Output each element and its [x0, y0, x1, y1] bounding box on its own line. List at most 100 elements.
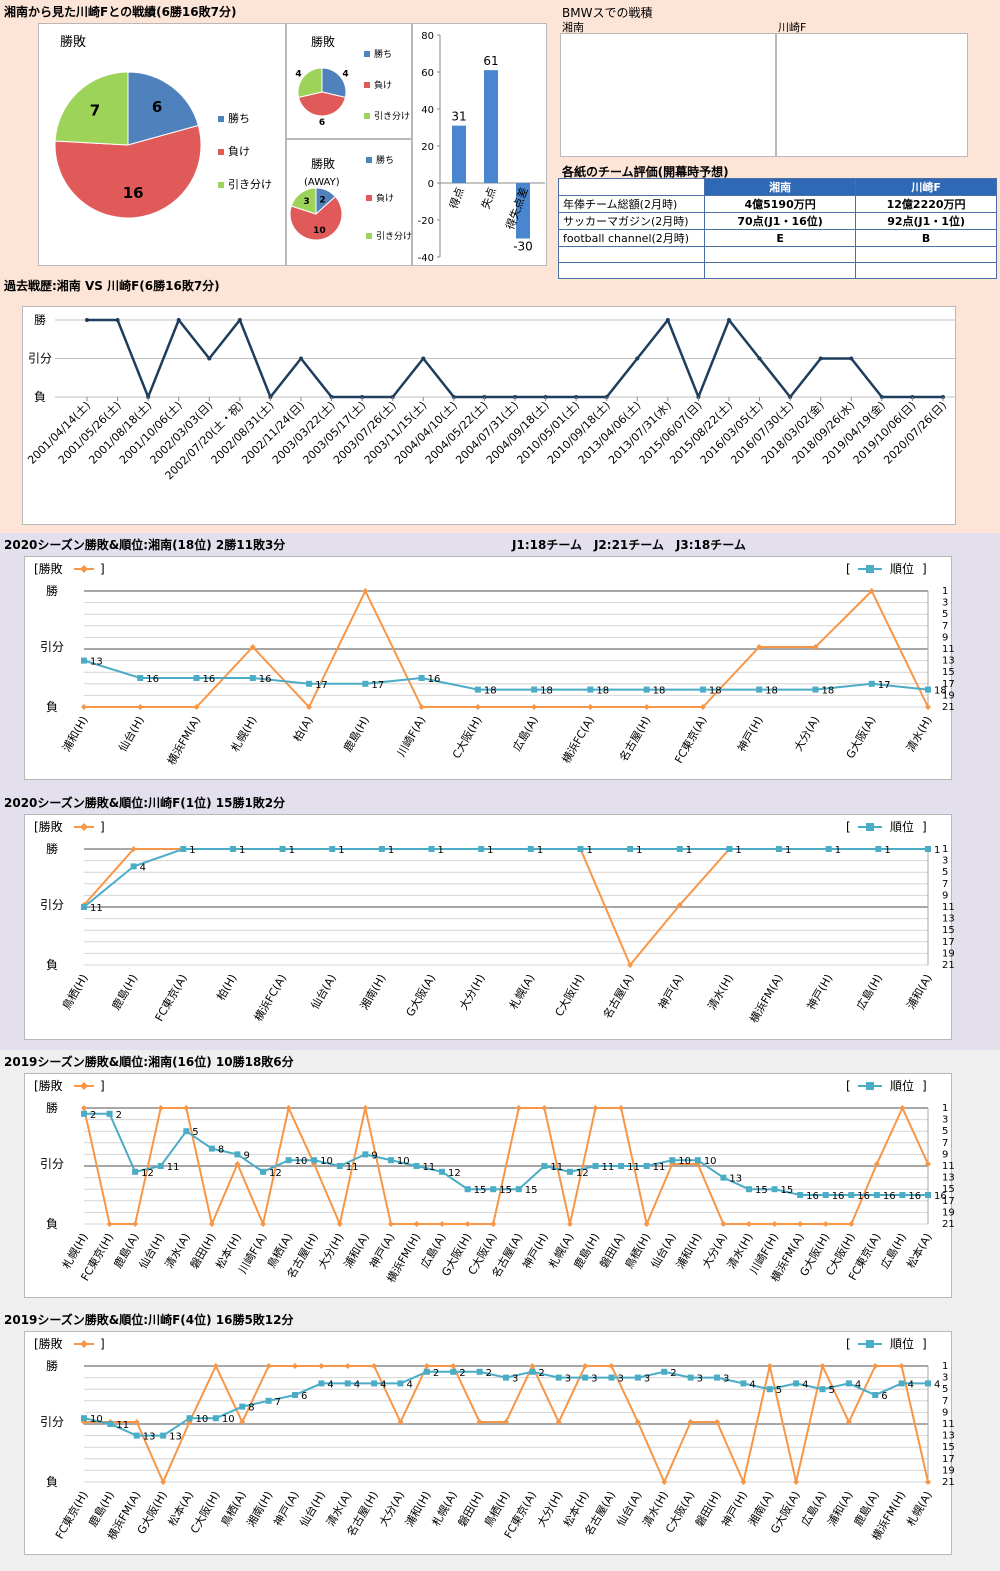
panel-2-rank-point [157, 1163, 164, 1169]
panel-2-rank-label: 16 [806, 1191, 819, 1202]
panel-3-rank-label: 4 [749, 1379, 755, 1390]
panel-2-rank-point [618, 1163, 625, 1169]
panel-3-result-point [133, 1419, 140, 1425]
panel-0-result-ylabel: 勝 [46, 583, 58, 598]
panel-3-rank-point [714, 1374, 720, 1381]
panel-0-rank-point [249, 675, 256, 681]
panel-3-rank-point [898, 1380, 905, 1387]
eval-row-label: サッカーマガジン(2月時) [558, 212, 705, 230]
panel-1-rank-point [825, 846, 832, 852]
panel-3-rank-point [925, 1380, 931, 1387]
panel-0-team-label: 浦和(H) [60, 714, 91, 754]
panel-2-legend-result-close: ] [100, 1079, 105, 1093]
panel-0-team-label: 広島(A) [510, 714, 541, 754]
panel-2-rank-point [183, 1128, 190, 1135]
panel-3-rank-point [793, 1380, 800, 1387]
panel-3-result-point [582, 1363, 589, 1369]
panel-3-result-point [608, 1363, 615, 1369]
panel-0-result-point [643, 704, 650, 710]
panel-0-result-point [418, 704, 425, 710]
panel-0-legend-result-marker [80, 565, 88, 573]
panel-1-team-label: 鹿島(H) [109, 972, 141, 1013]
bar-ytick: 80 [421, 31, 434, 42]
pie-away-legend-swatch-0 [366, 157, 372, 163]
panel-1-rank-tick: 5 [942, 867, 948, 878]
panel-3-legend-result-close: ] [100, 1337, 105, 1351]
panel-2-rank-point [234, 1151, 241, 1158]
panel-0-rank-tick: 15 [942, 667, 955, 678]
panel-0-rank-label: 18 [821, 686, 834, 697]
eval-header-blank [558, 178, 705, 196]
panel-3-legend-rank-close: ] [922, 1337, 927, 1351]
panel-2-result-point [208, 1221, 215, 1227]
panel-3-rank-point [476, 1368, 483, 1375]
panel-3-team-label: FC東京(H) [52, 1489, 91, 1542]
panel-0-result-point [81, 704, 87, 710]
panel-2-rank-point [260, 1168, 267, 1175]
panel-3-result-point [371, 1363, 378, 1369]
panel-1-rank-point [130, 863, 137, 870]
panel-1-team-label: 柏(H) [213, 972, 239, 1003]
history-ylabel: 負 [34, 390, 46, 404]
panel-2-result-point [490, 1221, 497, 1227]
panel-3-rank-label: 3 [618, 1374, 624, 1385]
history-point [176, 318, 181, 322]
panel-2-result-point [183, 1105, 190, 1111]
panel-3-result-point [819, 1363, 826, 1369]
panel-1-rank-label: 1 [884, 845, 890, 856]
panel-1-rank-point [577, 846, 584, 852]
panel-3-rank-tick: 3 [942, 1373, 948, 1384]
panel-2-result-point [260, 1221, 267, 1227]
panel-3-team-label: 神戸(H) [718, 1489, 750, 1530]
panel-3-rank-label: 4 [380, 1379, 386, 1390]
pie-main-label-2: 7 [90, 101, 100, 119]
pie-away-title: 勝敗 [311, 156, 335, 171]
pie-home-legend-swatch-0 [364, 51, 370, 57]
panel-1-rank-tick: 21 [942, 960, 955, 971]
panel-3-rank-label: 3 [591, 1374, 597, 1385]
panel-1-team-label: C大阪(H) [552, 972, 587, 1019]
panel-0-rank-tick: 1 [942, 586, 948, 597]
panel-3-result-point [925, 1479, 931, 1485]
panel-2-rank-label: 12 [576, 1168, 589, 1179]
panel-1-rank-tick: 3 [942, 856, 948, 867]
panel-0-result-point [531, 704, 538, 710]
panel-2-result-point [515, 1105, 522, 1111]
panel-1-team-label: 札幌(A) [506, 972, 537, 1012]
pie-home-slice-0 [321, 67, 347, 98]
panel-0-team-label: 神戸(H) [734, 714, 766, 755]
panel-2-rank-label: 16 [857, 1191, 870, 1202]
panel-1-rank-point [81, 904, 87, 910]
pie-away-legend-label-0: 勝ち [376, 154, 394, 166]
panel-1-result-point [627, 962, 634, 968]
panel-3-result-point [450, 1363, 457, 1369]
panel-0-team-label: FC東京(A) [671, 714, 709, 766]
panel-0-result-point [587, 704, 594, 710]
panel-1-team-label: 清水(H) [705, 972, 736, 1012]
panel-0-result-point [193, 704, 200, 710]
pie-home-label-1: 6 [319, 118, 325, 128]
panel-0-rank-point [812, 686, 819, 693]
panel-2-result-point [157, 1105, 164, 1111]
panel-1-rank-tick: 1 [942, 844, 948, 855]
panel-0-rank-point [137, 675, 144, 681]
panel-3-rank-point [661, 1368, 668, 1375]
panel-2-result-point [745, 1221, 752, 1227]
panel-2-rank-label: 12 [269, 1168, 282, 1179]
panel-1-rank-point [627, 846, 634, 852]
panel-2-rank-point [285, 1157, 292, 1164]
panel-2-rank-label: 2 [116, 1110, 122, 1121]
panel-3-rank-tick: 17 [942, 1454, 955, 1465]
panel-2-result-point [81, 1105, 87, 1111]
panel-2-result-ylabel: 勝 [46, 1100, 58, 1115]
panel-2-legend-rank-marker [866, 1082, 874, 1090]
panel-title-2020-kawasaki: 2020シーズン勝敗&順位:川崎F(1位) 15勝1敗2分 [4, 796, 286, 810]
panel-3-rank-tick: 1 [942, 1361, 948, 1372]
pie-home-slice-1 [298, 91, 346, 117]
panel-0-rank-tick: 3 [942, 598, 948, 609]
pie-away-label-0: 2 [319, 195, 325, 205]
panel-1-team-label: 神戸(H) [804, 972, 836, 1013]
panel-3-rank-label: 4 [327, 1379, 333, 1390]
panel-2-rank-label: 9 [243, 1150, 249, 1161]
pie-home-legend-swatch-2 [364, 113, 370, 119]
